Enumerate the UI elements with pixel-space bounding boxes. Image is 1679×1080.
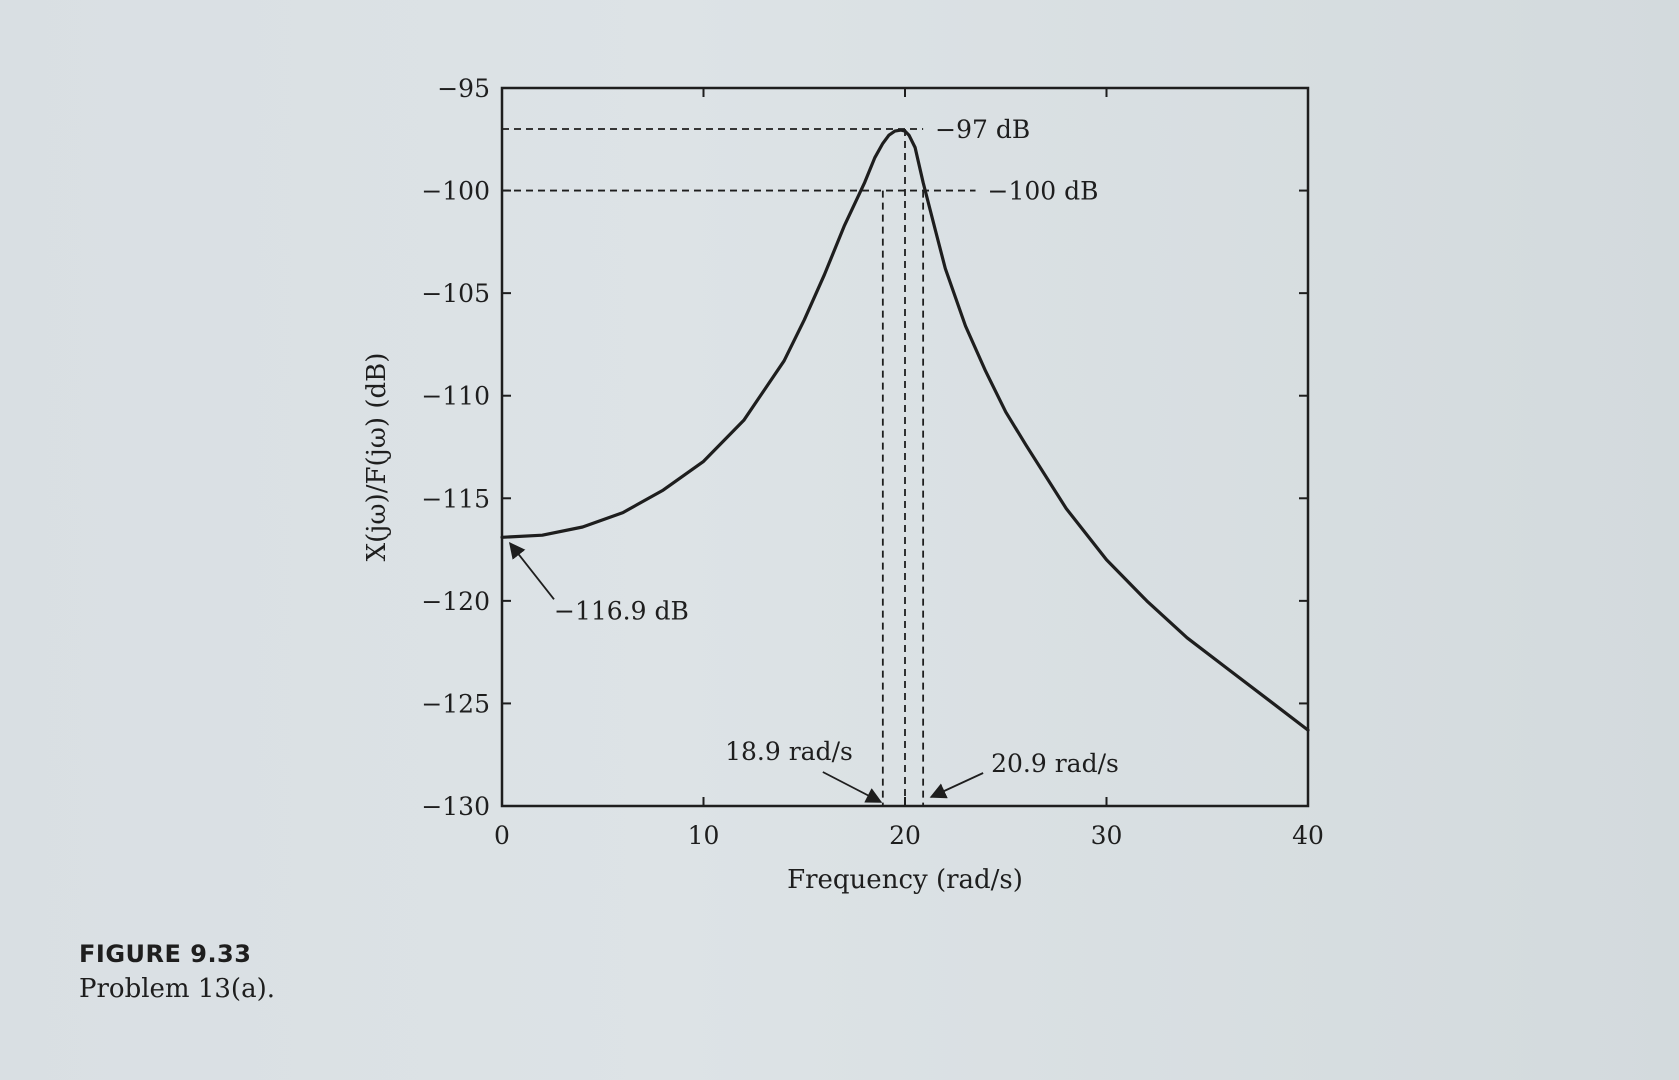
reference-line-label: −97 dB (935, 115, 1030, 144)
y-axis-title: X(jω)/F(jω) (dB) (362, 353, 392, 562)
y-tick-label: −105 (421, 279, 490, 308)
figure-caption-text: Problem 13(a). (79, 974, 275, 1004)
y-tick-label: −95 (437, 74, 490, 103)
x-tick-label: 40 (1292, 821, 1324, 850)
vertical-label-18-9: 18.9 rad/s (725, 737, 853, 766)
arrow-18-9 (822, 771, 883, 803)
reference-lines: −97 dB −100 dB 18.9 rad/s 20.9 rad/s (502, 115, 1119, 806)
x-tick-label: 0 (494, 821, 510, 850)
series-line-response (500, 128, 1310, 732)
figure-caption: FIGURE 9.33 Problem 13(a). (79, 940, 275, 1004)
y-tick-label: −130 (421, 792, 490, 821)
x-axis-title: Frequency (rad/s) (787, 865, 1023, 895)
y-axis-ticks: −95 −100 −105 −110 −115 −120 −125 −130 (421, 74, 1308, 821)
annotations: −116.9 dB (508, 541, 689, 625)
reference-line-label: −100 dB (988, 177, 1099, 206)
x-tick-label: 30 (1091, 821, 1123, 850)
y-tick-label: −110 (421, 382, 490, 411)
y-tick-label: −115 (421, 484, 490, 513)
annotation-arrow (508, 541, 555, 600)
y-tick-label: −120 (421, 587, 490, 616)
y-tick-label: −100 (421, 177, 490, 206)
x-tick-label: 20 (889, 821, 921, 850)
annotation-label: −116.9 dB (554, 596, 689, 625)
x-tick-label: 10 (688, 821, 720, 850)
arrow-20-9 (929, 772, 984, 799)
y-tick-label: −125 (421, 689, 490, 718)
x-axis-ticks: 0 10 20 30 40 (494, 88, 1324, 850)
vertical-label-20-9: 20.9 rad/s (991, 749, 1119, 778)
figure-number: FIGURE 9.33 (79, 940, 252, 968)
